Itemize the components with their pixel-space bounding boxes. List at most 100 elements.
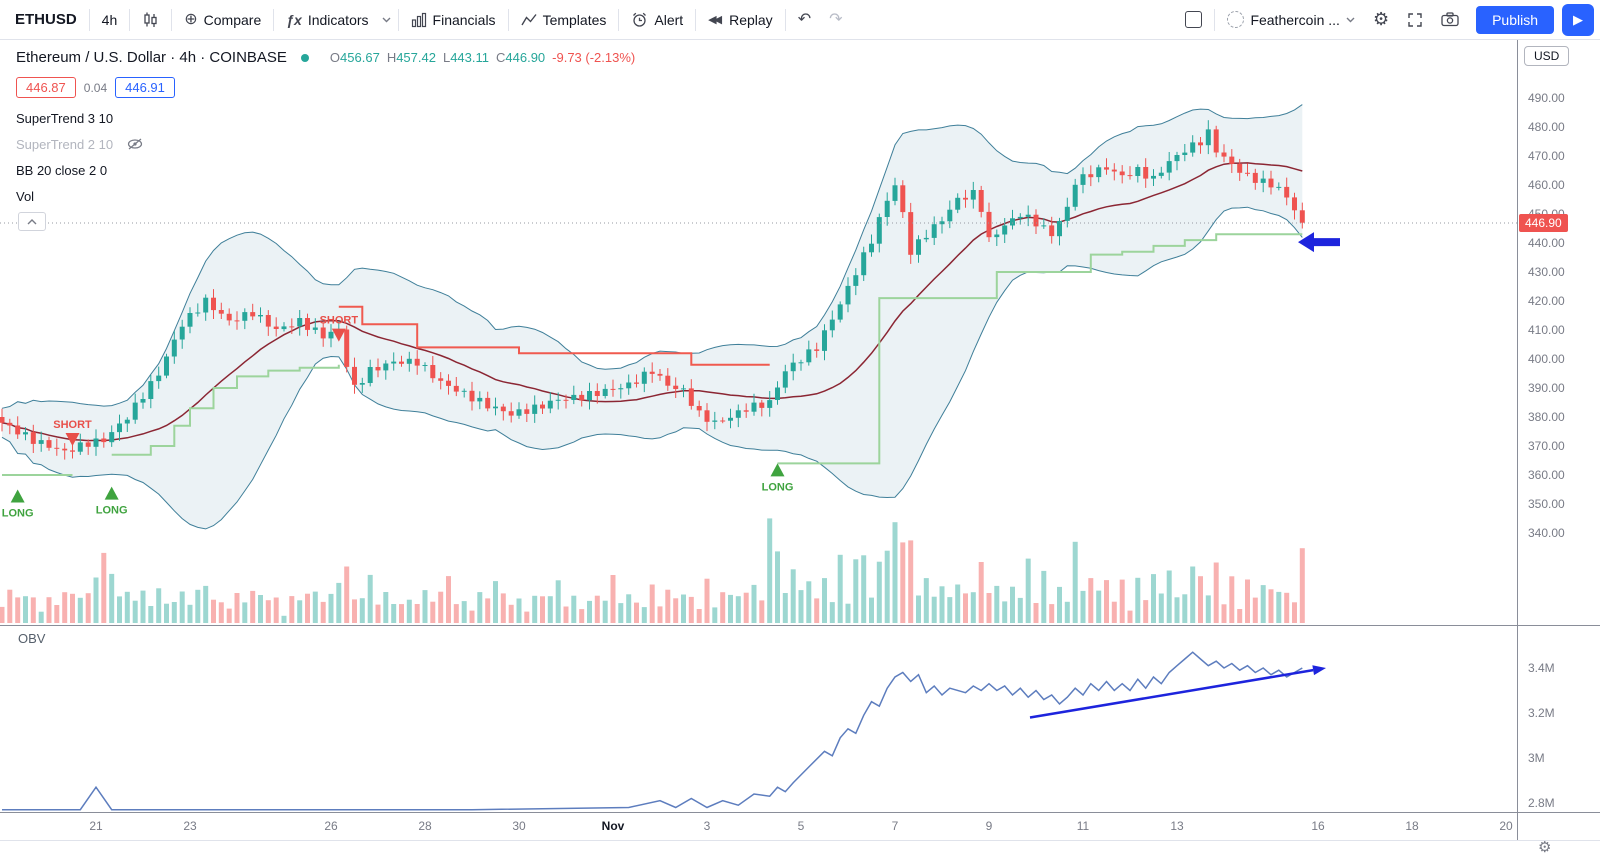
price-axis-label: 490.00 <box>1528 91 1565 105</box>
chevron-up-icon <box>27 218 37 224</box>
time-axis-label: 30 <box>512 819 526 833</box>
obv-indicator-label[interactable]: OBV <box>18 631 46 646</box>
ohlc-value: 457.42 <box>396 50 436 65</box>
fullscreen-icon <box>1408 12 1422 27</box>
price-axis-label: 410.00 <box>1528 323 1565 337</box>
chart-type-button[interactable] <box>133 5 168 34</box>
indicator-row[interactable]: SuperTrend 2 10 <box>16 134 143 154</box>
saved-layout-button[interactable]: Feathercoin ... <box>1218 5 1364 34</box>
price-axis-label: 370.00 <box>1528 439 1565 453</box>
price-axis-label: 420.00 <box>1528 294 1565 308</box>
price-axis-label: 430.00 <box>1528 265 1565 279</box>
svg-text:LONG: LONG <box>96 505 128 517</box>
eye-off-icon[interactable] <box>127 138 143 150</box>
last-price-tag: 446.90 <box>1519 213 1568 232</box>
chart-title[interactable]: Ethereum / U.S. Dollar · 4h · COINBASE <box>16 49 287 66</box>
interval-button[interactable]: 4h <box>93 6 127 34</box>
time-axis-label: 5 <box>797 819 805 833</box>
supertrend-green-line <box>777 233 1303 465</box>
layout-select-button[interactable] <box>1176 5 1211 34</box>
toolbar-separator <box>618 8 620 31</box>
templates-button[interactable]: Templates <box>512 6 616 34</box>
time-axis-label: 23 <box>183 819 197 833</box>
toolbar-separator <box>397 8 399 31</box>
play-button[interactable]: ▶ <box>1562 3 1594 36</box>
obv-chart-pane[interactable] <box>0 625 1517 812</box>
chart-legend: Ethereum / U.S. Dollar · 4h · COINBASE O… <box>16 49 635 66</box>
time-axis-label: 18 <box>1405 819 1419 833</box>
play-icon: ▶ <box>1573 11 1583 27</box>
toolbar-separator <box>171 8 173 31</box>
short-signal-marker: SHORT <box>53 419 92 446</box>
svg-text:SHORT: SHORT <box>320 315 359 327</box>
svg-text:LONG: LONG <box>762 481 794 493</box>
replay-button[interactable]: ◀◀ Replay <box>699 6 782 34</box>
compare-button[interactable]: ⊕ Compare <box>175 6 270 34</box>
long-signal-marker: LONG <box>2 489 34 520</box>
indicators-label: Indicators <box>307 11 369 28</box>
bb-basis-line <box>1 162 1303 442</box>
time-axis-label: 20 <box>1499 819 1513 833</box>
indicator-name: BB 20 close 2 0 <box>16 162 108 178</box>
price-axis-separator <box>1517 40 1518 840</box>
ohlc-label: O <box>329 50 341 65</box>
toolbar-separator <box>129 8 131 31</box>
alert-button[interactable]: Alert <box>622 5 692 34</box>
price-arrow-annotation[interactable] <box>1298 232 1340 253</box>
bottom-separator <box>0 840 1600 841</box>
time-axis-settings-icon[interactable]: ⚙ <box>1538 839 1552 856</box>
time-axis-label: 3 <box>703 819 711 833</box>
volume-bars <box>0 518 1305 623</box>
indicator-name: SuperTrend 3 10 <box>16 110 114 126</box>
cloud-save-icon <box>1227 11 1245 28</box>
indicators-button[interactable]: ƒx Indicators <box>277 6 377 34</box>
buy-button[interactable]: 446.91 <box>115 77 175 98</box>
time-axis-label: 7 <box>891 819 899 833</box>
time-axis-label: 16 <box>1311 819 1325 833</box>
ohlc-value: 443.11 <box>450 50 489 65</box>
toolbar-separator <box>273 8 275 31</box>
sell-button[interactable]: 446.87 <box>16 77 76 98</box>
spread-value: 0.04 <box>83 80 108 95</box>
time-axis-label: 21 <box>89 819 103 833</box>
long-signal-marker: LONG <box>96 486 128 517</box>
publish-button[interactable]: Publish <box>1476 5 1554 34</box>
settings-button[interactable]: ⚙ <box>1364 3 1398 36</box>
symbol-button[interactable]: ETHUSD <box>6 5 86 34</box>
fullscreen-button[interactable] <box>1398 6 1432 34</box>
price-axis-label: 480.00 <box>1528 120 1565 134</box>
camera-icon <box>1441 12 1459 27</box>
price-axis-label: 460.00 <box>1528 178 1565 192</box>
financials-icon <box>411 12 426 27</box>
legend-collapse-button[interactable] <box>18 212 46 231</box>
indicator-row[interactable]: BB 20 close 2 0 <box>16 160 107 180</box>
snapshot-button[interactable] <box>1432 6 1468 33</box>
alert-clock-icon <box>633 12 647 27</box>
time-axis-label: 26 <box>324 819 338 833</box>
toolbar-separator <box>507 8 509 31</box>
toolbar-separator <box>88 8 90 31</box>
indicator-row[interactable]: Vol <box>16 186 34 206</box>
compare-icon: ⊕ <box>184 10 198 28</box>
supertrend-red-line <box>338 305 770 366</box>
svg-text:SHORT: SHORT <box>53 419 92 431</box>
time-axis-separator <box>0 812 1600 813</box>
currency-unit-button[interactable]: USD <box>1524 46 1570 66</box>
ohlc-values: O 456.67 H 457.42 L 443.11 C 446.90 -9.73 (-2.13… <box>323 50 635 65</box>
redo-button[interactable]: ↷ <box>820 6 851 34</box>
pane-divider[interactable] <box>0 625 1600 626</box>
price-axis-label: 350.00 <box>1528 497 1565 511</box>
ohlc-value: 456.67 <box>340 50 380 65</box>
toolbar-separator <box>695 8 697 31</box>
change-value: -9.73 (-2.13%) <box>552 50 636 65</box>
replay-icon: ◀◀ <box>708 14 722 26</box>
indicator-row[interactable]: SuperTrend 3 10 <box>16 108 113 128</box>
indicators-dropdown-button[interactable] <box>378 11 395 29</box>
main-chart-pane[interactable]: SHORT LONG LONG SHORT LONG <box>0 40 1517 625</box>
undo-button[interactable]: ↶ <box>789 6 820 34</box>
supertrend-lines <box>2 233 1303 476</box>
financials-button[interactable]: Financials <box>402 6 505 34</box>
templates-label: Templates <box>542 11 607 28</box>
top-toolbar: ETHUSD 4h ⊕ Compare ƒx Indicators <box>0 0 1600 40</box>
obv-trend-arrow[interactable] <box>1029 665 1326 719</box>
